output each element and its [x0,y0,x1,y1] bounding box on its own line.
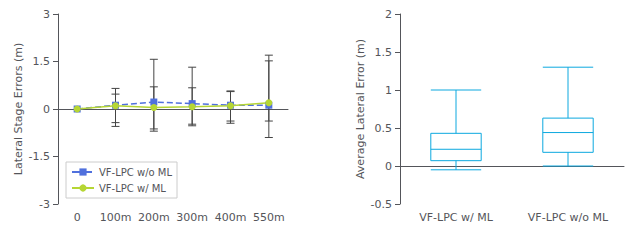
svg-text:3: 3 [43,8,50,21]
svg-text:0: 0 [385,160,392,173]
svg-text:1.5: 1.5 [375,46,393,59]
svg-text:400m: 400m [215,211,247,224]
svg-text:2: 2 [385,8,392,21]
svg-text:0.5: 0.5 [375,122,393,135]
svg-text:Lateral Stage Errors (m): Lateral Stage Errors (m) [12,43,25,175]
svg-text:VF-LPC w/ ML: VF-LPC w/ ML [99,183,166,194]
svg-text:Average Lateral Error (m): Average Lateral Error (m) [354,39,367,179]
svg-text:0: 0 [43,103,50,116]
svg-text:VF-LPC w/o ML: VF-LPC w/o ML [528,211,609,224]
svg-text:550m: 550m [253,211,285,224]
svg-text:-0.5: -0.5 [371,198,392,211]
svg-text:-1.5: -1.5 [29,150,50,163]
svg-text:-3: -3 [39,198,50,211]
svg-text:VF-LPC w/ ML: VF-LPC w/ ML [419,211,493,224]
svg-text:VF-LPC w/o ML: VF-LPC w/o ML [99,167,172,178]
svg-text:0: 0 [74,211,81,224]
svg-text:300m: 300m [176,211,208,224]
svg-text:1: 1 [385,84,392,97]
svg-text:1.5: 1.5 [33,55,51,68]
svg-text:200m: 200m [138,211,170,224]
svg-text:100m: 100m [100,211,132,224]
